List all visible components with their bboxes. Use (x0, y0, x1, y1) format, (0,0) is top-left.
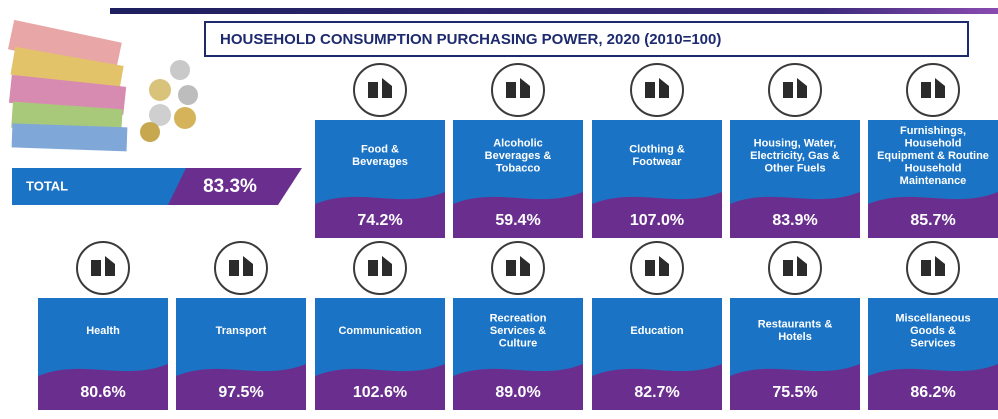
category-label: Other Fuels (764, 162, 825, 174)
total-value: 83.3% (203, 176, 257, 197)
category-label: Education (630, 325, 683, 337)
category-label: Housing, Water, (754, 137, 837, 149)
category-label: Miscellaneous (895, 312, 970, 324)
icon-circle (492, 242, 544, 294)
category-value: 107.0% (630, 212, 684, 229)
category-label: Recreation (490, 312, 547, 324)
icon-circle (769, 242, 821, 294)
icon-circle (77, 242, 129, 294)
card-body: Restaurants &Hotels 75.5% (730, 298, 860, 410)
icon-circle (354, 242, 406, 294)
category-label: Beverages (352, 156, 408, 168)
category-card: Food &Beverages 74.2% (315, 64, 445, 238)
title: HOUSEHOLD CONSUMPTION PURCHASING POWER, … (220, 31, 721, 48)
category-label: Tobacco (496, 162, 541, 174)
category-card: Education 82.7% (592, 242, 722, 410)
category-label: Hotels (778, 331, 812, 343)
category-value: 74.2% (357, 212, 402, 229)
category-label: Restaurants & (758, 319, 833, 331)
category-value: 80.6% (80, 384, 125, 401)
money-image (8, 20, 198, 151)
icon-circle (631, 242, 683, 294)
category-label: Clothing & (629, 144, 685, 156)
category-label: Footwear (633, 156, 683, 168)
top-bar (110, 8, 998, 14)
icon-circle (492, 64, 544, 116)
category-card: Clothing &Footwear 107.0% (592, 64, 722, 238)
icon-circle (907, 64, 959, 116)
category-label: Services & (490, 325, 546, 337)
card-body: Education 82.7% (592, 298, 722, 410)
category-label: Culture (499, 337, 538, 349)
category-label: Alcoholic (493, 137, 543, 149)
icon-circle (769, 64, 821, 116)
category-value: 102.6% (353, 384, 407, 401)
category-card: Communication 102.6% (315, 242, 445, 410)
infographic: HOUSEHOLD CONSUMPTION PURCHASING POWER, … (0, 0, 998, 414)
category-value: 82.7% (634, 384, 679, 401)
category-label: Communication (338, 325, 421, 337)
card-body: Communication 102.6% (315, 298, 445, 410)
card-body: Food &Beverages 74.2% (315, 120, 445, 238)
icon-circle (354, 64, 406, 116)
category-value: 86.2% (910, 384, 955, 401)
category-label: Beverages & (485, 150, 552, 162)
category-label: Maintenance (900, 175, 967, 187)
icon-circle (215, 242, 267, 294)
category-label: Goods & (910, 325, 956, 337)
category-label: Transport (216, 325, 267, 337)
card-body: Clothing &Footwear 107.0% (592, 120, 722, 238)
category-value: 75.5% (772, 384, 817, 401)
category-label: Electricity, Gas & (750, 150, 840, 162)
card-body: Health 80.6% (38, 298, 168, 410)
category-label: Health (86, 325, 120, 337)
category-label: Food & (361, 144, 399, 156)
category-label: Furnishings, (900, 125, 966, 137)
category-value: 59.4% (495, 212, 540, 229)
category-value: 89.0% (495, 384, 540, 401)
category-value: 83.9% (772, 212, 817, 229)
category-label: Household (905, 162, 962, 174)
total-label: TOTAL (26, 178, 68, 193)
category-label: Services (910, 337, 955, 349)
category-card: Housing, Water,Electricity, Gas &Other F… (730, 64, 860, 238)
icon-circle (907, 242, 959, 294)
card-body: Housing, Water,Electricity, Gas &Other F… (730, 120, 860, 238)
category-card: Restaurants &Hotels 75.5% (730, 242, 860, 410)
icon-circle (631, 64, 683, 116)
category-label: Household (905, 137, 962, 149)
card-body: Transport 97.5% (176, 298, 306, 410)
category-label: Equipment & Routine (877, 150, 989, 162)
category-value: 85.7% (910, 212, 955, 229)
category-card: Transport 97.5% (176, 242, 306, 410)
category-card: Health 80.6% (38, 242, 168, 410)
category-value: 97.5% (218, 384, 263, 401)
